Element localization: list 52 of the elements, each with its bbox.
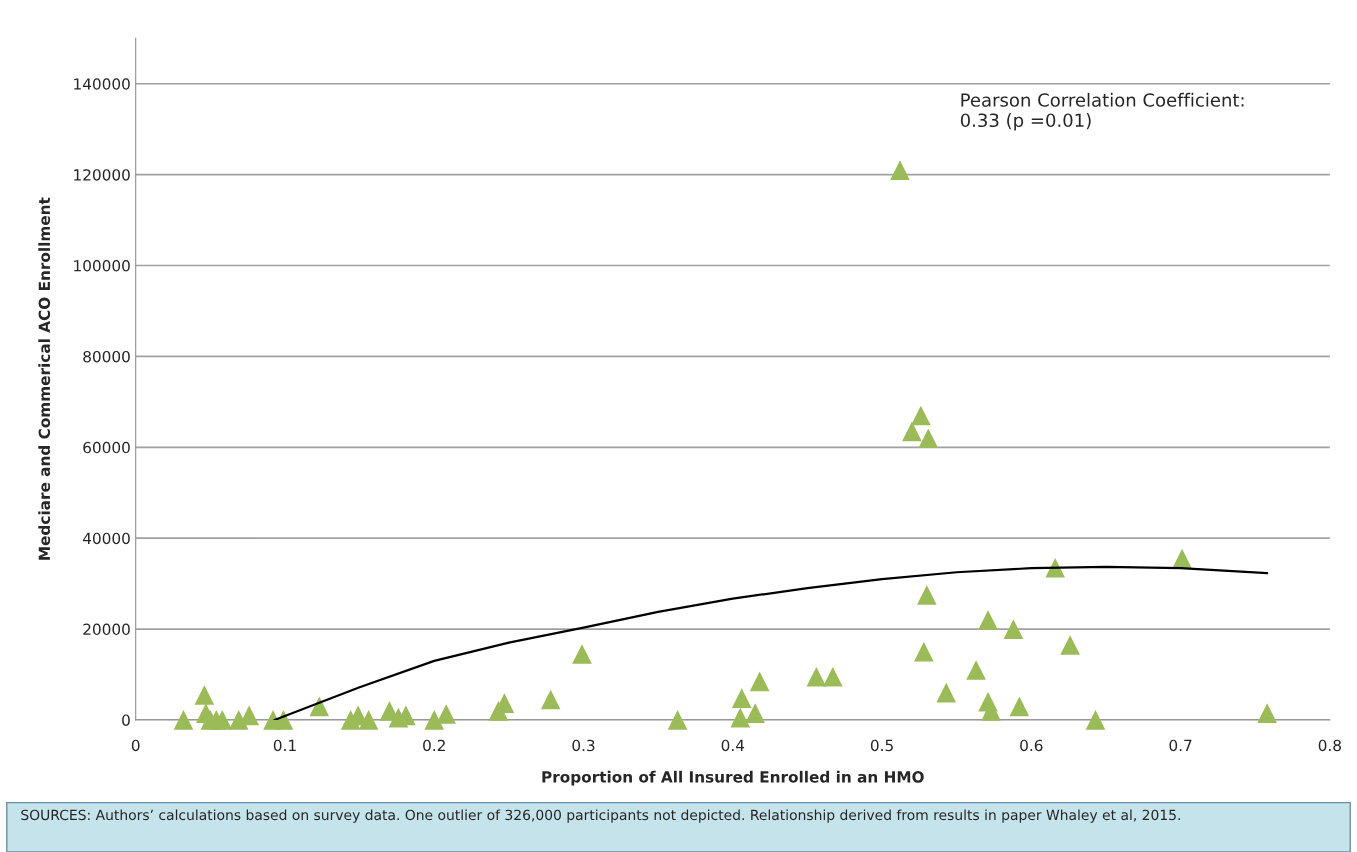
point (667, 710, 688, 730)
point (731, 688, 752, 708)
point (902, 421, 922, 442)
point (309, 696, 330, 717)
y-tick-label: 40000 (82, 532, 130, 545)
point (1085, 710, 1106, 730)
point (1257, 703, 1277, 723)
y-tick-label: 120000 (74, 169, 130, 181)
y-tick-label: 60000 (83, 441, 130, 454)
x-tick-label: 0.5 (870, 739, 893, 752)
point (540, 689, 561, 710)
point (890, 160, 910, 180)
annotation: Pearson Correlation Coefficient: 0.33 (p =0.01) (960, 92, 1244, 131)
point (730, 707, 751, 728)
source-note: SOURCES: Authors’ calculations based on survey data. One outlier of 326,000 participants not depicted. Relationship derived from results in paper Whaley et al, 2015. (21, 809, 1180, 823)
y-tick-label: 140000 (74, 78, 130, 90)
point (572, 644, 592, 664)
point (806, 666, 827, 687)
point (966, 660, 986, 680)
x-tick-label: 0 (131, 739, 140, 752)
point (358, 710, 379, 730)
y-tick-label: 80000 (83, 350, 130, 363)
point (273, 710, 294, 730)
point (918, 428, 939, 449)
y-tick-label: 20000 (83, 623, 130, 636)
point (1009, 696, 1030, 717)
point (911, 405, 931, 426)
point (1060, 635, 1080, 655)
point (936, 682, 957, 703)
x-tick-label: 0.6 (1020, 739, 1043, 752)
point (194, 685, 215, 705)
point (749, 671, 770, 692)
point (436, 704, 456, 724)
point (914, 641, 934, 662)
x-axis-title: Proportion of All Insured Enrolled in an HMO (542, 770, 924, 786)
y-tick-label: 100000 (74, 260, 130, 272)
x-tick-label: 0.8 (1318, 739, 1341, 752)
point (212, 710, 233, 730)
point (173, 710, 194, 730)
point (1003, 619, 1024, 639)
point (745, 703, 765, 723)
x-tick-label: 0.2 (423, 739, 445, 752)
x-tick-label: 0.7 (1169, 739, 1192, 752)
x-tick-label: 0.4 (721, 739, 745, 752)
point (917, 585, 937, 605)
x-tick-label: 0.1 (273, 739, 296, 752)
point (822, 666, 843, 687)
x-tick-label: 0.3 (572, 739, 595, 752)
y-tick-label: 0 (122, 714, 130, 726)
y-axis-title: Medciare and Commerical ACO Enrollment (38, 197, 51, 560)
point (424, 710, 445, 730)
point (978, 610, 998, 630)
